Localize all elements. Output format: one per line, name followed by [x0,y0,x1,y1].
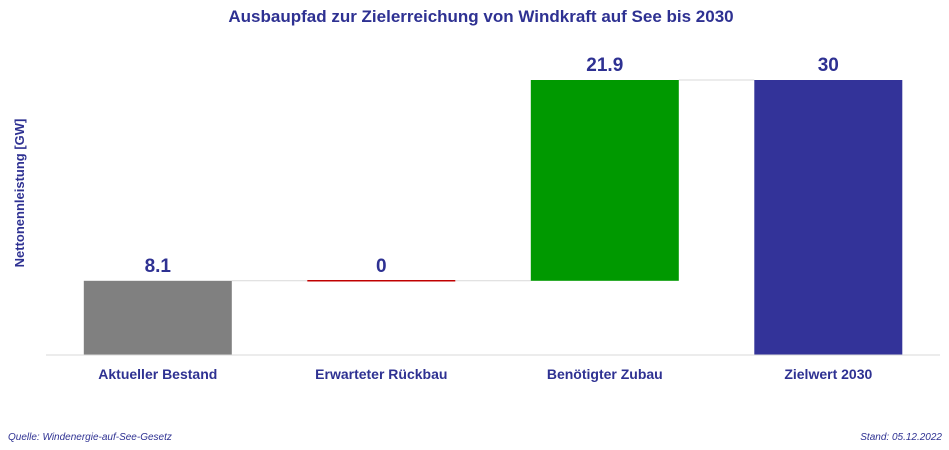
category-label-1: Aktueller Bestand [98,366,217,382]
category-label-3: Benötigter Zubau [547,366,663,382]
bar-4 [754,80,903,355]
category-label-2: Erwarteter Rückbau [315,366,447,382]
bars-group [83,80,903,356]
bar-3 [530,80,679,281]
bar-1 [83,280,232,356]
value-label-1: 8.1 [145,256,172,277]
connector-lines [231,79,755,282]
chart-title: Ausbaupfad zur Zielerreichung von Windkr… [228,7,733,26]
bar-2 [307,280,456,282]
value-label-4: 30 [818,55,839,76]
y-axis-label: Nettonennleistung [GW] [12,119,27,268]
value-labels-group: 8.1 0 21.9 30 [145,55,839,277]
value-label-2: 0 [376,256,387,277]
category-label-4: Zielwert 2030 [784,366,872,382]
source-note: Quelle: Windenergie-auf-See-Gesetz [8,432,172,443]
date-note: Stand: 05.12.2022 [860,432,942,443]
value-label-3: 21.9 [586,55,623,76]
category-labels-group: Aktueller Bestand Erwarteter Rückbau Benöt… [98,366,872,382]
